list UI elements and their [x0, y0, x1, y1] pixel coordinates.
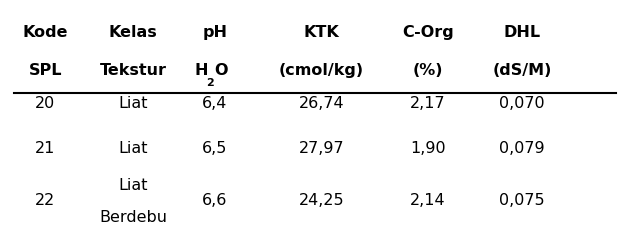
Text: 0,070: 0,070 [499, 96, 545, 111]
Text: 22: 22 [35, 193, 55, 208]
Text: 1,90: 1,90 [410, 141, 445, 156]
Text: H: H [194, 63, 208, 78]
Text: 20: 20 [35, 96, 55, 111]
Text: Liat: Liat [118, 141, 148, 156]
Text: (dS/M): (dS/M) [492, 63, 552, 78]
Text: 27,97: 27,97 [299, 141, 344, 156]
Text: Liat: Liat [118, 178, 148, 193]
Text: Tekstur: Tekstur [100, 63, 166, 78]
Text: 0,075: 0,075 [499, 193, 545, 208]
Text: DHL: DHL [503, 25, 541, 40]
Text: 2: 2 [206, 78, 214, 88]
Text: 6,4: 6,4 [202, 96, 227, 111]
Text: KTK: KTK [304, 25, 339, 40]
Text: Liat: Liat [118, 96, 148, 111]
Text: 24,25: 24,25 [299, 193, 344, 208]
Text: 6,6: 6,6 [202, 193, 227, 208]
Text: 6,5: 6,5 [202, 141, 227, 156]
Text: 26,74: 26,74 [299, 96, 344, 111]
Text: 2,14: 2,14 [410, 193, 445, 208]
Text: C-Org: C-Org [402, 25, 454, 40]
Text: Kode: Kode [23, 25, 68, 40]
Text: 0,079: 0,079 [499, 141, 545, 156]
Text: SPL: SPL [28, 63, 62, 78]
Text: 21: 21 [35, 141, 55, 156]
Text: O: O [214, 63, 227, 78]
Text: Kelas: Kelas [109, 25, 158, 40]
Text: (cmol/kg): (cmol/kg) [278, 63, 364, 78]
Text: pH: pH [202, 25, 227, 40]
Text: 2,17: 2,17 [410, 96, 445, 111]
Text: (%): (%) [413, 63, 443, 78]
Text: Berdebu: Berdebu [99, 210, 167, 225]
